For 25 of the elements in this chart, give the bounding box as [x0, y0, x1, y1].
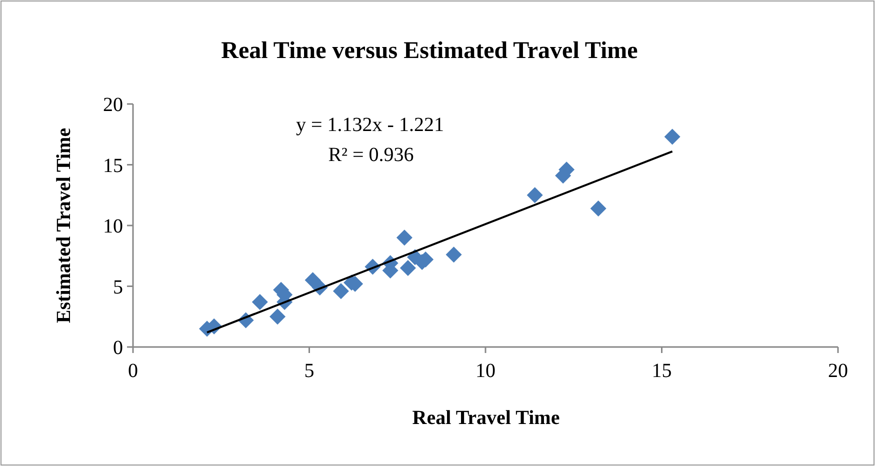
chart-title: Real Time versus Estimated Travel Time	[221, 38, 638, 64]
point	[526, 187, 543, 204]
point	[270, 308, 286, 325]
annotation: R² = 0.936	[328, 144, 414, 166]
point	[400, 260, 416, 276]
y-tick-label: 0	[113, 337, 123, 359]
x-tick-label: 0	[128, 360, 138, 382]
y-tick-label: 20	[103, 94, 123, 116]
y-tick-label: 10	[103, 216, 123, 238]
y-axis-title: Estimated Travel Time	[53, 128, 75, 324]
point	[664, 128, 680, 145]
x-axis-title: Real Travel Time	[412, 407, 560, 429]
point	[590, 200, 606, 216]
x-tick-label: 20	[828, 360, 848, 382]
x-tick-label: 10	[476, 360, 496, 382]
point	[446, 246, 462, 263]
y-tick-label: 15	[103, 154, 123, 177]
point	[396, 230, 412, 246]
x-tick-label: 15	[652, 360, 672, 382]
annotation: y = 1.132x - 1.221	[296, 114, 444, 136]
point	[252, 294, 268, 310]
y-tick-label: 5	[113, 276, 123, 298]
point	[304, 272, 321, 288]
x-tick-label: 5	[304, 360, 314, 382]
point	[332, 283, 349, 300]
